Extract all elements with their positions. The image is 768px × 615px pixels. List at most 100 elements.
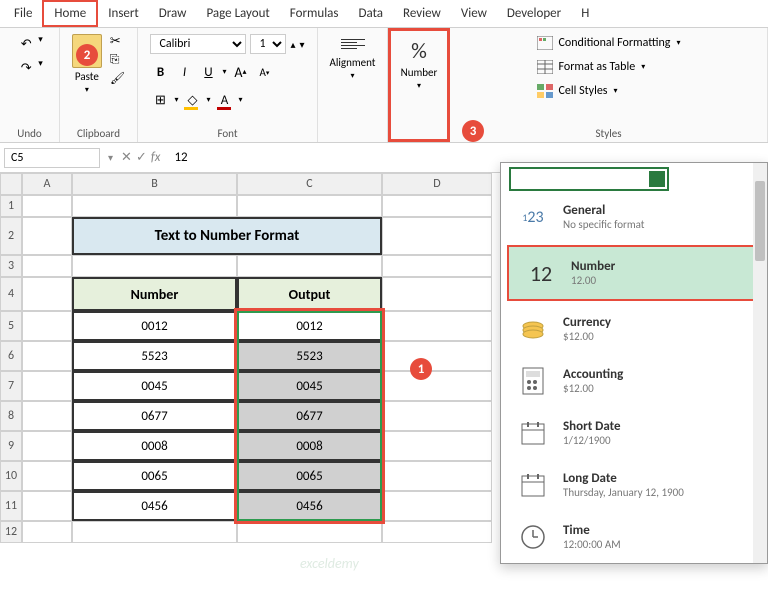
tab-more[interactable]: H [571,2,599,25]
cell[interactable] [382,341,492,371]
row-header-2[interactable]: 2 [0,217,22,255]
cell[interactable] [22,255,72,277]
cell[interactable]: 0456 [72,491,237,521]
cell[interactable]: 5523 [72,341,237,371]
col-header-A[interactable]: A [22,173,72,195]
cell[interactable]: 5523 [237,341,382,371]
cell[interactable] [382,371,492,401]
grid-body[interactable]: Text to Number FormatNumberOutput0012001… [22,195,502,615]
undo-icon[interactable]: ↶ [16,34,36,54]
row-header-11[interactable]: 11 [0,491,22,521]
format-option-short-date[interactable]: Short Date1/12/1900 [501,407,767,459]
cell[interactable]: 0065 [72,461,237,491]
cell[interactable] [22,195,72,217]
cell[interactable] [22,311,72,341]
increase-font-icon[interactable]: ▴ [290,38,295,51]
format-option-number[interactable]: 12Number12.00 [507,245,761,301]
cell[interactable] [382,491,492,521]
conditional-formatting-button[interactable]: Conditional Formatting▾ [537,34,681,52]
italic-button[interactable]: I [174,62,194,82]
row-header-5[interactable]: 5 [0,311,22,341]
cell[interactable] [72,195,237,217]
col-header-B[interactable]: B [72,173,237,195]
tab-file[interactable]: File [4,2,42,25]
font-size-select[interactable]: 11 [250,34,286,54]
enter-formula-icon[interactable]: ✓ [136,150,147,165]
cell[interactable] [237,195,382,217]
cell[interactable] [382,217,492,255]
cell[interactable]: 0677 [237,401,382,431]
cell[interactable] [237,521,382,543]
row-header-4[interactable]: 4 [0,277,22,311]
cell[interactable] [382,195,492,217]
align-icon[interactable] [341,34,365,54]
format-as-table-button[interactable]: Format as Table▾ [537,58,646,76]
name-box-dropdown-icon[interactable]: ▾ [108,151,113,164]
cell[interactable] [22,491,72,521]
format-painter-icon[interactable]: 🖌 [110,71,125,86]
format-option-currency[interactable]: Currency$12.00 [501,303,767,355]
row-header-1[interactable]: 1 [0,195,22,217]
cell[interactable] [382,255,492,277]
row-header-12[interactable]: 12 [0,521,22,543]
cell[interactable] [382,521,492,543]
copy-icon[interactable]: ⎘ [110,53,125,67]
tab-page-layout[interactable]: Page Layout [196,2,279,25]
bold-button[interactable]: B [150,62,170,82]
decrease-font-icon[interactable]: ▾ [300,38,305,51]
cell[interactable] [22,277,72,311]
grow-font-button[interactable]: A▴ [230,62,250,82]
undo-dropdown-icon[interactable]: ▾ [38,34,43,54]
format-option-time[interactable]: Time12:00:00 AM [501,511,767,563]
cell[interactable]: 0008 [72,431,237,461]
name-box[interactable] [4,148,100,168]
cell[interactable]: 0456 [237,491,382,521]
dropdown-scrollbar[interactable] [753,163,767,563]
cut-icon[interactable]: ✂ [110,34,125,49]
cell[interactable]: 0045 [237,371,382,401]
number-group[interactable]: % Number ▾ [388,28,450,142]
tab-draw[interactable]: Draw [149,2,197,25]
cell[interactable] [382,401,492,431]
cell[interactable] [22,521,72,543]
cell[interactable] [382,461,492,491]
tab-formulas[interactable]: Formulas [280,2,349,25]
row-header-8[interactable]: 8 [0,401,22,431]
row-header-9[interactable]: 9 [0,431,22,461]
cell[interactable] [22,431,72,461]
underline-button[interactable]: U [198,62,218,82]
redo-dropdown-icon[interactable]: ▾ [38,58,43,78]
row-header-7[interactable]: 7 [0,371,22,401]
cell[interactable]: 0045 [72,371,237,401]
cell[interactable] [22,217,72,255]
cell[interactable] [237,255,382,277]
number-dropdown-icon[interactable]: ▾ [417,81,421,91]
select-all-corner[interactable] [0,173,22,195]
cell[interactable] [22,401,72,431]
cell[interactable] [22,371,72,401]
alignment-dropdown-icon[interactable]: ▾ [350,71,354,81]
title-cell[interactable]: Text to Number Format [72,217,382,255]
col-header-D[interactable]: D [382,173,492,195]
cancel-formula-icon[interactable]: ✕ [121,150,132,165]
cell[interactable]: 0677 [72,401,237,431]
cell[interactable] [382,431,492,461]
border-button[interactable]: ⊞ [150,90,170,110]
tab-insert[interactable]: Insert [98,2,149,25]
cell[interactable]: 0012 [72,311,237,341]
cell[interactable] [72,521,237,543]
fill-color-button[interactable]: ◇ [182,90,202,110]
format-option-accounting[interactable]: Accounting $12.00 [501,355,767,407]
cell[interactable] [22,341,72,371]
cell-styles-button[interactable]: Cell Styles▾ [537,82,618,100]
cell[interactable] [72,255,237,277]
format-option-general[interactable]: 123GeneralNo specific format [501,191,767,243]
paste-dropdown-icon[interactable]: ▾ [85,85,89,95]
tab-developer[interactable]: Developer [497,2,571,25]
format-option-long-date[interactable]: Long DateThursday, January 12, 1900 [501,459,767,511]
cell[interactable]: 0008 [237,431,382,461]
row-header-10[interactable]: 10 [0,461,22,491]
tab-view[interactable]: View [451,2,497,25]
font-color-button[interactable]: A [215,90,235,110]
cell[interactable] [382,311,492,341]
